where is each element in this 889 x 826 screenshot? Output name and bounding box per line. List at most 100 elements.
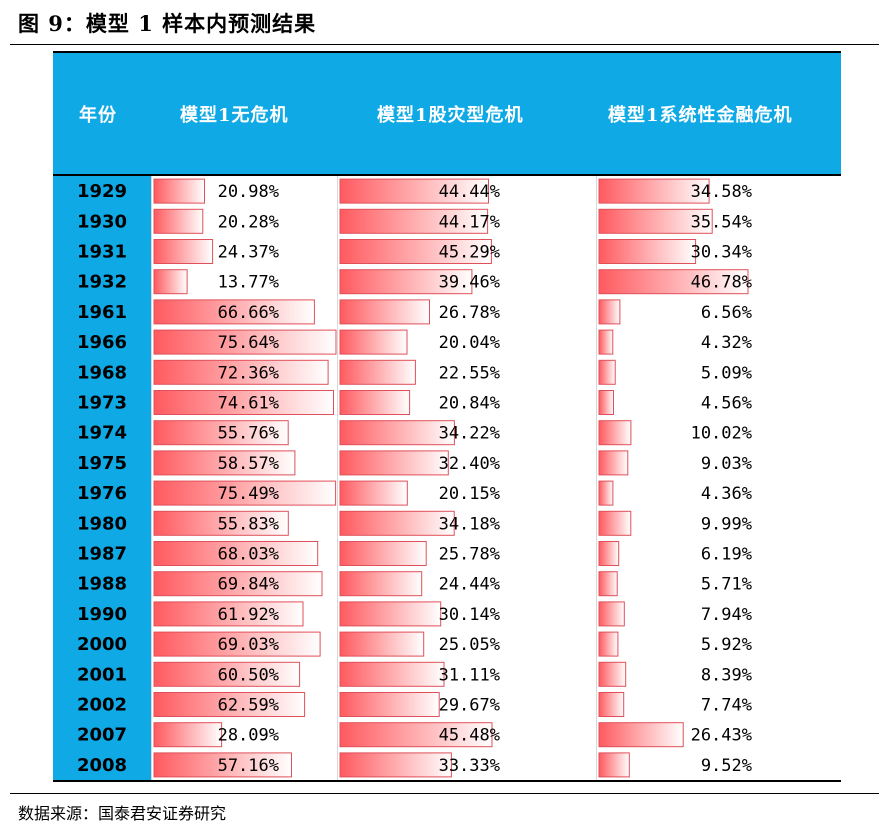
no-crisis-value: 69.84% [218, 575, 279, 595]
header-no-crisis: 模型1无危机 [180, 105, 289, 126]
systemic-bar [598, 239, 697, 264]
no-crisis-value: 75.64% [218, 333, 279, 353]
systemic-value: 9.03% [701, 454, 752, 474]
year-label: 1929 [77, 181, 127, 202]
systemic-bar [598, 420, 632, 446]
no-crisis-bar [153, 299, 315, 325]
no-crisis-value: 62.59% [218, 696, 279, 716]
systemic-value: 7.74% [701, 696, 752, 716]
stock-crash-value: 45.48% [439, 726, 500, 746]
systemic-bar [598, 359, 616, 385]
column-separator [596, 176, 597, 780]
stock-crash-bar [339, 510, 455, 536]
stock-crash-bar [339, 480, 408, 506]
systemic-value: 34.58% [691, 182, 752, 202]
systemic-bar [598, 480, 614, 506]
header-systemic: 模型1系统性金融危机 [608, 105, 793, 126]
systemic-bar [598, 601, 625, 627]
systemic-value: 4.32% [701, 333, 752, 353]
year-label: 1973 [77, 393, 127, 414]
systemic-value: 30.34% [691, 243, 752, 263]
year-label: 1974 [77, 423, 127, 444]
stock-crash-bar [339, 390, 411, 415]
stock-crash-bar [339, 661, 445, 687]
no-crisis-bar [153, 752, 292, 778]
stock-crash-value: 24.44% [439, 575, 500, 595]
no-crisis-value: 58.57% [218, 454, 279, 474]
year-label: 1988 [77, 574, 127, 595]
stock-crash-value: 44.44% [439, 182, 500, 202]
systemic-bar [598, 510, 632, 536]
no-crisis-value: 72.36% [218, 363, 279, 383]
year-label: 1961 [77, 302, 127, 323]
no-crisis-value: 74.61% [218, 394, 279, 414]
systemic-bar [598, 208, 713, 234]
year-label: 2001 [77, 664, 127, 685]
stock-crash-value: 26.78% [439, 303, 500, 323]
stock-crash-bar [339, 239, 492, 264]
no-crisis-value: 66.66% [218, 303, 279, 323]
stock-crash-value: 30.14% [439, 605, 500, 625]
stock-crash-value: 20.04% [439, 333, 500, 353]
stock-crash-value: 20.84% [439, 394, 500, 414]
no-crisis-bar [153, 541, 319, 566]
systemic-value: 46.78% [691, 273, 752, 293]
no-crisis-bar [153, 571, 323, 597]
systemic-bar [598, 752, 630, 778]
systemic-bar [598, 269, 749, 295]
stock-crash-bar [339, 722, 493, 748]
systemic-bar [598, 541, 620, 566]
systemic-bar [598, 692, 625, 717]
stock-crash-value: 34.18% [439, 514, 500, 534]
column-separator [151, 176, 152, 780]
systemic-value: 7.94% [701, 605, 752, 625]
no-crisis-bar [153, 420, 289, 446]
no-crisis-bar [153, 239, 214, 264]
stock-crash-value: 20.15% [439, 484, 500, 504]
no-crisis-bar [153, 329, 337, 355]
systemic-value: 6.19% [701, 545, 752, 565]
year-label: 2002 [77, 695, 127, 716]
systemic-value: 8.39% [701, 665, 752, 685]
table-top-border [53, 51, 841, 53]
no-crisis-value: 20.28% [218, 212, 279, 232]
stock-crash-bar [339, 178, 489, 204]
no-crisis-value: 61.92% [218, 605, 279, 625]
bottom-rule [10, 793, 879, 794]
no-crisis-value: 57.16% [218, 756, 279, 776]
stock-crash-value: 25.05% [439, 635, 500, 655]
systemic-value: 26.43% [691, 726, 752, 746]
systemic-value: 9.52% [701, 756, 752, 776]
stock-crash-bar [339, 359, 416, 385]
stock-crash-value: 45.29% [439, 243, 500, 263]
stock-crash-value: 44.17% [439, 212, 500, 232]
year-label: 1975 [77, 453, 127, 474]
stock-crash-value: 34.22% [439, 424, 500, 444]
table-bottom-border [53, 780, 841, 782]
systemic-bar [598, 571, 618, 597]
year-label: 1990 [77, 604, 127, 625]
stock-crash-bar [339, 269, 473, 295]
year-label: 1931 [77, 242, 127, 263]
stock-crash-value: 25.78% [439, 545, 500, 565]
header-bottom-border [53, 174, 841, 176]
stock-crash-value: 22.55% [439, 363, 500, 383]
year-label: 2007 [77, 725, 127, 746]
column-separator [337, 176, 338, 780]
header-stock-crash: 模型1股灾型危机 [377, 105, 524, 126]
no-crisis-value: 69.03% [218, 635, 279, 655]
systemic-bar [598, 722, 684, 748]
top-rule [10, 44, 879, 45]
stock-crash-value: 29.67% [439, 696, 500, 716]
systemic-value: 9.99% [701, 514, 752, 534]
systemic-value: 10.02% [691, 424, 752, 444]
stock-crash-value: 31.11% [439, 665, 500, 685]
systemic-bar [598, 631, 619, 657]
no-crisis-bar [153, 178, 205, 204]
systemic-value: 4.36% [701, 484, 752, 504]
systemic-value: 5.92% [701, 635, 752, 655]
systemic-bar [598, 450, 629, 476]
figure-title: 图 9：模型 1 样本内预测结果 [18, 11, 317, 36]
year-label: 2008 [77, 755, 127, 776]
stock-crash-value: 39.46% [439, 273, 500, 293]
